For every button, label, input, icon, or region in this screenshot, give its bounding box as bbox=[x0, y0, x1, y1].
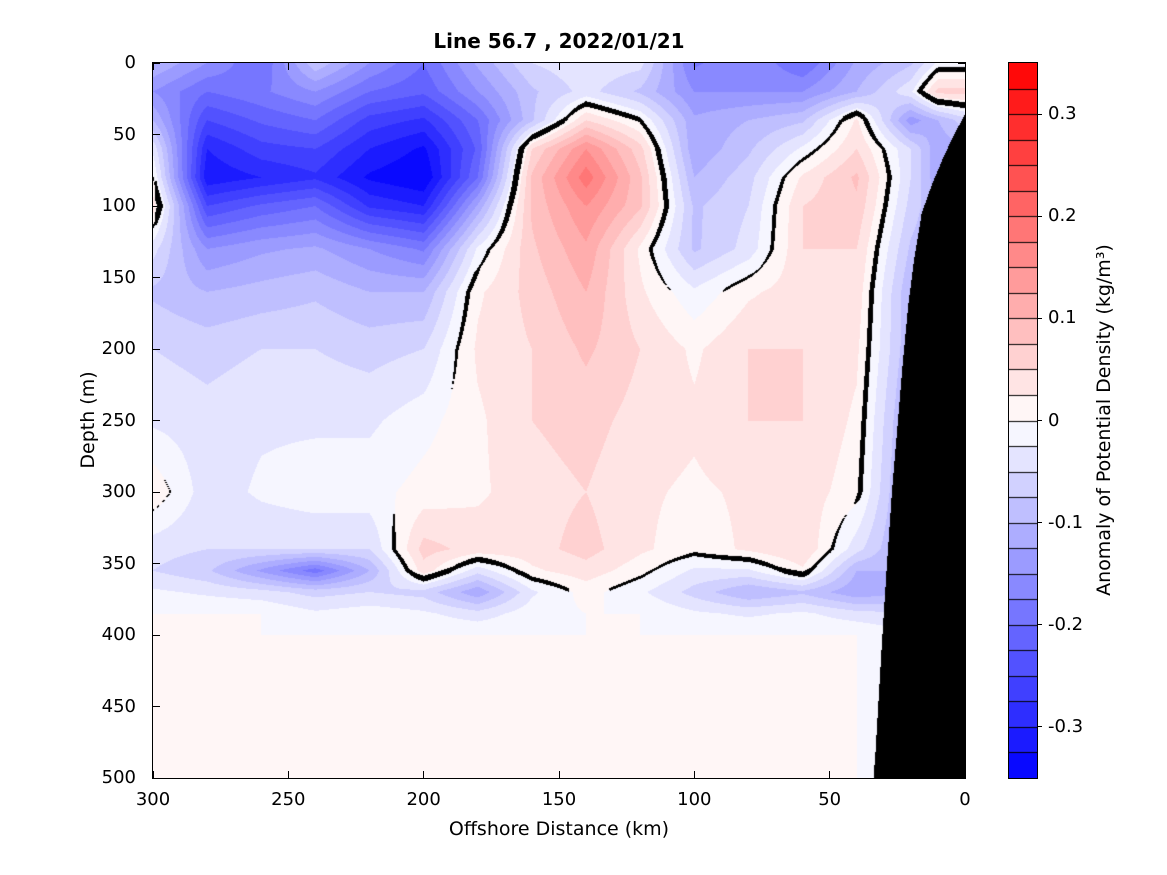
y-tick-mark bbox=[153, 205, 160, 207]
colorbar-tick-label: 0.1 bbox=[1048, 307, 1077, 329]
x-tick-label: 100 bbox=[677, 789, 712, 810]
x-tick-mark bbox=[287, 771, 289, 778]
y-tick-label: 400 bbox=[101, 624, 136, 645]
x-tick-mark bbox=[423, 771, 425, 778]
colorbar-tick-mark bbox=[1037, 420, 1042, 421]
y-tick-mark bbox=[153, 62, 160, 64]
y-tick-mark bbox=[958, 563, 965, 564]
x-tick-label: 0 bbox=[959, 789, 971, 810]
y-tick-label: 50 bbox=[113, 123, 136, 145]
colorbar-tick-label: -0.1 bbox=[1048, 511, 1084, 533]
y-tick-mark bbox=[958, 62, 965, 64]
y-tick-label: 300 bbox=[101, 481, 136, 502]
x-tick-mark bbox=[964, 63, 966, 70]
y-tick-mark bbox=[958, 634, 965, 636]
x-axis-label: Offshore Distance (km) bbox=[448, 818, 670, 840]
x-tick-mark bbox=[558, 63, 560, 70]
colorbar-tick-mark bbox=[1037, 624, 1042, 626]
y-tick-label: 450 bbox=[101, 695, 136, 717]
x-tick-label: 300 bbox=[135, 789, 171, 810]
x-tick-mark bbox=[287, 63, 289, 70]
y-tick-mark bbox=[153, 563, 160, 564]
colorbar-tick-label: 0.3 bbox=[1048, 103, 1077, 125]
y-tick-label: 0 bbox=[124, 52, 136, 73]
y-tick-mark bbox=[153, 134, 160, 135]
y-tick-mark bbox=[958, 777, 965, 779]
colorbar-tick-label: 0.2 bbox=[1048, 205, 1077, 227]
colorbar-tick-label: -0.2 bbox=[1048, 613, 1084, 635]
y-tick-mark bbox=[153, 706, 160, 707]
y-tick-label: 150 bbox=[101, 266, 136, 288]
colorbar-tick-mark bbox=[1037, 317, 1042, 319]
x-tick-label: 250 bbox=[271, 789, 306, 810]
x-tick-mark bbox=[693, 63, 695, 70]
y-tick-mark bbox=[958, 491, 965, 493]
x-tick-mark bbox=[829, 771, 831, 778]
y-tick-label: 100 bbox=[101, 195, 136, 216]
y-tick-mark bbox=[153, 491, 160, 493]
x-tick-label: 200 bbox=[406, 789, 441, 810]
x-tick-mark bbox=[152, 771, 154, 778]
y-tick-mark bbox=[153, 348, 160, 350]
y-tick-label: 350 bbox=[101, 552, 136, 574]
colorbar-tick-mark bbox=[1037, 113, 1042, 115]
y-tick-mark bbox=[958, 277, 965, 278]
y-tick-label: 200 bbox=[101, 338, 136, 359]
y-tick-label: 500 bbox=[101, 767, 136, 788]
y-tick-mark bbox=[958, 420, 965, 421]
x-tick-mark bbox=[964, 771, 966, 778]
y-tick-mark bbox=[958, 205, 965, 207]
x-tick-mark bbox=[558, 771, 560, 778]
x-tick-mark bbox=[693, 771, 695, 778]
colorbar-label: Anomaly of Potential Density (kg/m³) bbox=[1093, 244, 1115, 596]
y-tick-mark bbox=[153, 777, 160, 779]
x-tick-label: 150 bbox=[541, 789, 577, 810]
x-tick-label: 50 bbox=[818, 789, 842, 810]
y-tick-mark bbox=[958, 706, 965, 707]
y-tick-label: 250 bbox=[101, 409, 136, 431]
y-tick-mark bbox=[153, 277, 160, 278]
x-tick-mark bbox=[152, 63, 154, 70]
colorbar-canvas bbox=[1009, 63, 1037, 778]
plot-area bbox=[152, 62, 966, 779]
x-tick-mark bbox=[423, 63, 425, 70]
y-tick-mark bbox=[153, 634, 160, 636]
colorbar bbox=[1008, 62, 1038, 779]
colorbar-tick-mark bbox=[1037, 726, 1042, 728]
y-tick-mark bbox=[958, 348, 965, 350]
colorbar-tick-label: 0 bbox=[1048, 409, 1060, 431]
colorbar-tick-mark bbox=[1037, 215, 1042, 217]
x-tick-mark bbox=[829, 63, 831, 70]
y-tick-mark bbox=[153, 420, 160, 421]
contour-plot-canvas bbox=[153, 63, 965, 778]
plot-title: Line 56.7 , 2022/01/21 bbox=[433, 29, 685, 53]
y-tick-mark bbox=[958, 134, 965, 135]
colorbar-tick-mark bbox=[1037, 522, 1042, 524]
colorbar-tick-label: -0.3 bbox=[1048, 715, 1084, 737]
